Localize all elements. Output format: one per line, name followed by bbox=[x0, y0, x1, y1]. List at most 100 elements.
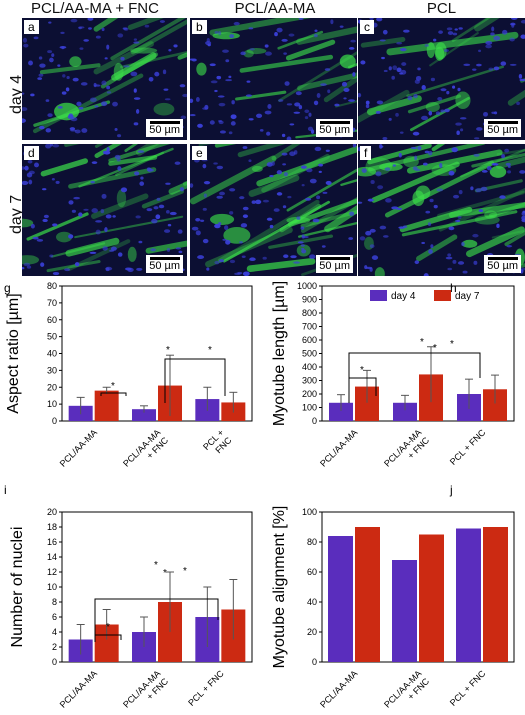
significance-bracket bbox=[100, 392, 127, 396]
significance-star: * bbox=[208, 345, 212, 356]
significance-star: * bbox=[360, 365, 364, 376]
significance-bracket bbox=[164, 358, 226, 403]
category-label: PCL + FNC bbox=[448, 668, 488, 708]
y-tick-label: 0 bbox=[312, 416, 317, 426]
y-tick-label: 300 bbox=[302, 376, 317, 386]
y-axis-label: Number of nuclei bbox=[9, 527, 26, 648]
micrograph-b: b 50 µm bbox=[190, 18, 357, 140]
scale-bar-label: 50 µm bbox=[487, 260, 518, 272]
column-title-1: PCL/AA-MA + FNC bbox=[31, 0, 159, 17]
y-tick-label: 400 bbox=[302, 362, 317, 372]
plot-frame bbox=[321, 511, 515, 663]
y-tick-label: 2 bbox=[52, 642, 57, 652]
y-tick-label: 200 bbox=[302, 389, 317, 399]
y-tick-label: 10 bbox=[47, 582, 57, 592]
bar-day4 bbox=[393, 402, 417, 421]
y-tick-label: 0 bbox=[52, 657, 57, 667]
legend-day7-swatch bbox=[434, 290, 451, 301]
y-tick-label: 18 bbox=[47, 522, 57, 532]
significance-bracket bbox=[348, 377, 377, 403]
y-axis-label: Myotube alignment [%] bbox=[271, 506, 288, 669]
scale-bar-label: 50 µm bbox=[319, 260, 350, 272]
chart-myotube-alignment: j 0 20 40 60 80 100 Myotube alignment [%] PCL/AA… bbox=[271, 483, 515, 715]
scale-bar: 50 µm bbox=[316, 119, 353, 137]
y-tick-label: 10 bbox=[47, 399, 57, 409]
y-tick-label: 500 bbox=[302, 349, 317, 359]
y-tick-label: 700 bbox=[302, 322, 317, 332]
panel-letter-i: i bbox=[4, 483, 7, 497]
panel-letter-h: h bbox=[450, 281, 457, 295]
scale-bar-label: 50 µm bbox=[149, 124, 180, 136]
y-tick-label: 20 bbox=[47, 382, 57, 392]
scale-bar-line bbox=[319, 257, 350, 260]
bar-day7 bbox=[483, 527, 508, 662]
y-tick-label: 20 bbox=[47, 507, 57, 517]
scale-bar: 50 µm bbox=[146, 255, 183, 273]
category-label: PCL/AA-MA bbox=[318, 427, 359, 468]
chart-number-of-nuclei: i 0 2 4 6 8 10 12 14 16 18 20 Number of nuclei PCL/AA… bbox=[4, 483, 253, 715]
significance-star: * bbox=[420, 337, 424, 348]
y-tick-label: 30 bbox=[47, 365, 57, 375]
chart-aspect-ratio: g 0 10 20 30 40 50 60 70 80 Aspect ratio [µm] PCL/A… bbox=[4, 281, 253, 469]
category-label: PCL + FNC bbox=[186, 668, 226, 708]
panel-letter: e bbox=[192, 146, 207, 160]
plot-frame bbox=[61, 285, 253, 422]
significance-star: * bbox=[106, 622, 110, 633]
micrograph-f: f 50 µm bbox=[358, 144, 525, 276]
significance-bracket bbox=[348, 352, 481, 383]
y-axis-label: Myotube length [µm] bbox=[271, 281, 288, 426]
panel-letter: a bbox=[24, 20, 39, 34]
y-tick-label: 900 bbox=[302, 295, 317, 305]
micrograph-e: e 50 µm bbox=[190, 144, 357, 276]
y-tick-label: 50 bbox=[47, 332, 57, 342]
panel-letter-g: g bbox=[4, 281, 11, 295]
y-tick-label: 40 bbox=[47, 349, 57, 359]
panel-letter: d bbox=[24, 146, 39, 160]
category-label: PCL/AA-MA+ FNC bbox=[382, 668, 431, 715]
scale-bar: 50 µm bbox=[484, 255, 521, 273]
column-title-3: PCL bbox=[426, 0, 457, 17]
category-label: PCL + FNC bbox=[448, 427, 488, 467]
y-tick-label: 800 bbox=[302, 308, 317, 318]
panel-letter: b bbox=[192, 20, 207, 34]
column-title-2: PCL/AA-MA bbox=[234, 0, 316, 17]
category-label: PCL/AA-MA+ FNC bbox=[121, 668, 170, 715]
y-tick-label: 14 bbox=[47, 552, 57, 562]
y-tick-label: 16 bbox=[47, 537, 57, 547]
micrograph-c: c 50 µm bbox=[358, 18, 525, 140]
bar-day7 bbox=[355, 527, 380, 662]
significance-star: * bbox=[433, 343, 437, 354]
scale-bar-line bbox=[319, 121, 350, 124]
significance-star: * bbox=[163, 568, 167, 579]
y-tick-label: 8 bbox=[52, 597, 57, 607]
scale-bar-line bbox=[487, 257, 518, 260]
scale-bar-label: 50 µm bbox=[487, 124, 518, 136]
y-tick-label: 60 bbox=[307, 567, 317, 577]
significance-star: * bbox=[450, 339, 454, 350]
panel-letter-j: j bbox=[449, 483, 453, 497]
significance-star: * bbox=[166, 345, 170, 356]
y-tick-label: 80 bbox=[307, 537, 317, 547]
bar-day4 bbox=[132, 409, 156, 421]
micrograph-d: d 50 µm bbox=[22, 144, 187, 276]
micrograph-a: a 50 µm bbox=[22, 18, 187, 140]
chart-myotube-length: h 0 100 200 300 400 500 600 700 800 900 1000 Myotube… bbox=[271, 281, 515, 469]
significance-star: * bbox=[111, 381, 115, 392]
y-tick-label: 100 bbox=[302, 403, 317, 413]
bar-day4 bbox=[328, 536, 353, 662]
scale-bar-label: 50 µm bbox=[319, 124, 350, 136]
y-tick-label: 20 bbox=[307, 627, 317, 637]
scale-bar: 50 µm bbox=[146, 119, 183, 137]
scale-bar-line bbox=[487, 121, 518, 124]
significance-star: * bbox=[154, 560, 158, 571]
scale-bar-label: 50 µm bbox=[149, 260, 180, 272]
category-label: PCL/AA-MA bbox=[318, 668, 359, 709]
y-tick-label: 70 bbox=[47, 298, 57, 308]
y-axis-label: Aspect ratio [µm] bbox=[5, 293, 22, 413]
scale-bar-line bbox=[149, 257, 180, 260]
y-tick-label: 100 bbox=[302, 507, 317, 517]
y-tick-label: 12 bbox=[47, 567, 57, 577]
panel-letter: f bbox=[360, 146, 372, 160]
category-label: PCL +FNC bbox=[201, 427, 234, 460]
y-tick-label: 40 bbox=[307, 597, 317, 607]
